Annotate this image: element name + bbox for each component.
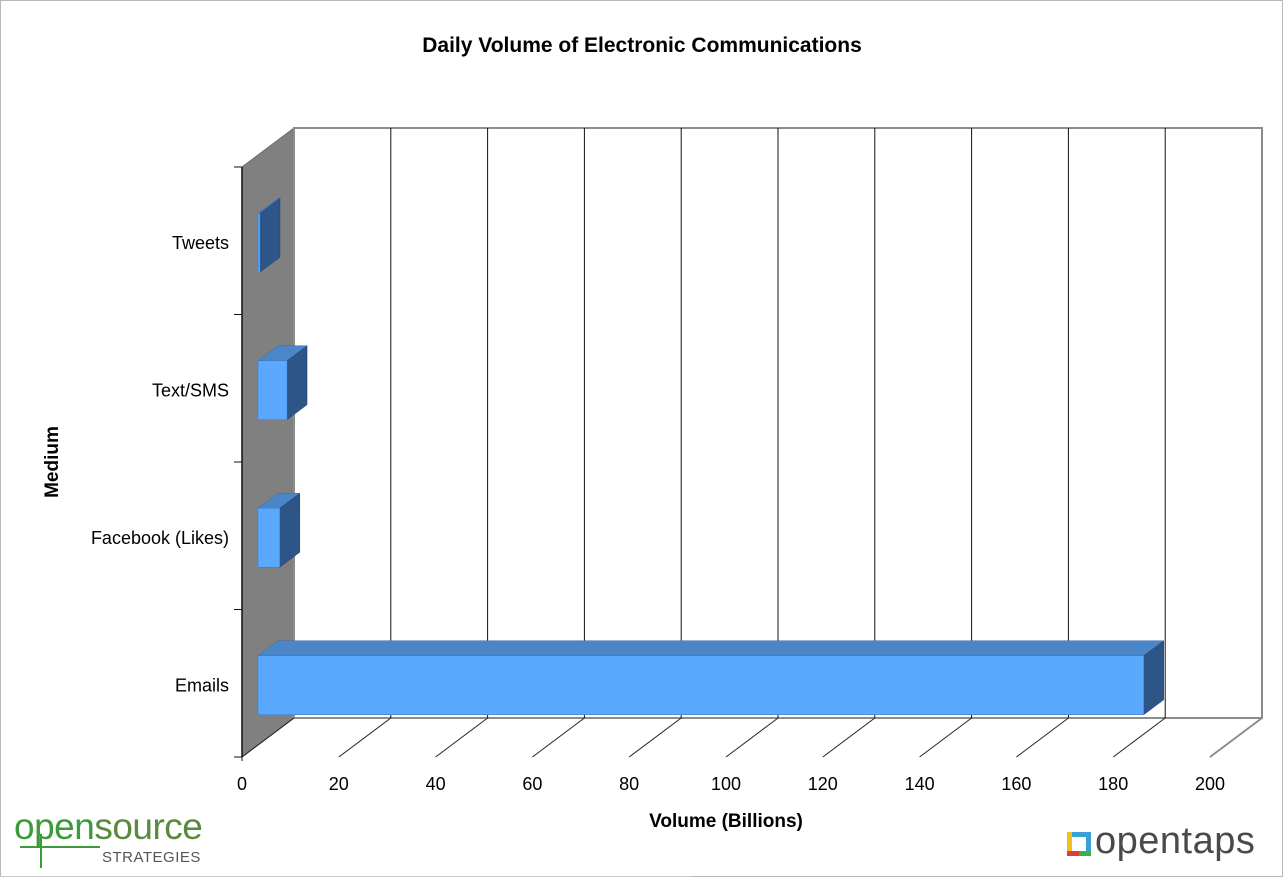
x-tick-label: 200 — [1195, 774, 1225, 794]
x-tick-label: 120 — [808, 774, 838, 794]
floor-line — [241, 717, 295, 758]
bar-1 — [257, 360, 288, 420]
bar-3 — [257, 655, 1144, 715]
x-tick-label: 140 — [905, 774, 935, 794]
x-tick-label: 0 — [237, 774, 247, 794]
category-label: Emails — [175, 675, 229, 695]
category-label: Text/SMS — [152, 380, 229, 400]
x-tick-label: 40 — [426, 774, 446, 794]
opentaps-text: opentaps — [1095, 820, 1256, 862]
logo-text-open: open — [14, 806, 95, 847]
x-tick-label: 80 — [619, 774, 639, 794]
x-tick-label: 100 — [711, 774, 741, 794]
x-tick-label: 60 — [522, 774, 542, 794]
floor-line — [532, 717, 585, 758]
logo-text-source: source — [94, 806, 203, 847]
bar-2 — [257, 508, 281, 568]
floor-edge-right — [1209, 717, 1263, 758]
opentaps-icon — [1067, 832, 1091, 856]
floor-line — [1112, 717, 1166, 758]
floor-line — [822, 717, 876, 758]
category-label: Facebook (Likes) — [91, 528, 229, 548]
opensource-strategies-logo: opensource STRATEGIES — [12, 808, 212, 870]
logo-cross-vertical — [40, 834, 42, 868]
y-axis-title: Medium — [42, 426, 63, 498]
floor-line — [628, 717, 682, 758]
x-axis-title: Volume (Billions) — [649, 811, 803, 832]
logo-cross-horizontal — [20, 846, 100, 848]
logo-text-strategies: STRATEGIES — [102, 849, 201, 866]
bottom-rule — [0, 876, 690, 877]
chart-title: Daily Volume of Electronic Communication… — [422, 34, 862, 57]
floor-line — [1016, 717, 1069, 758]
floor-line — [919, 717, 972, 758]
bar-0 — [257, 213, 261, 273]
category-label: Tweets — [172, 233, 229, 253]
x-tick-label: 160 — [1001, 774, 1031, 794]
floor-line — [725, 717, 779, 758]
x-tick-label: 20 — [329, 774, 349, 794]
opentaps-logo: opentaps — [1067, 822, 1277, 868]
bar-top-3 — [257, 640, 1165, 656]
floor-line — [338, 717, 392, 758]
x-tick-label: 180 — [1098, 774, 1128, 794]
floor-line — [435, 717, 488, 758]
